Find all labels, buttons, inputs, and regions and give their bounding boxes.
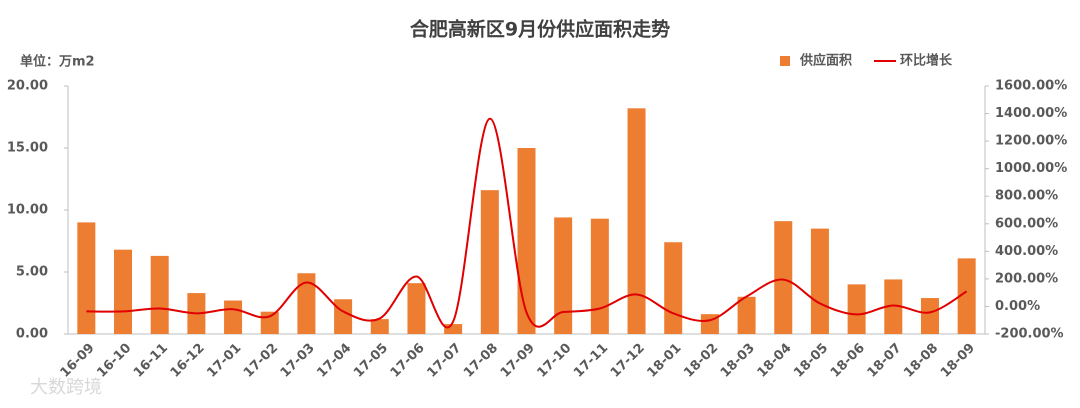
legend-label: 供应面积 xyxy=(799,53,852,69)
x-tick-label: 17-09 xyxy=(498,341,538,381)
y2-tick-label: 800.00% xyxy=(995,189,1058,204)
bar xyxy=(737,296,756,334)
y-tick-label: 0.00 xyxy=(16,327,48,342)
x-tick-label: 18-07 xyxy=(865,341,905,381)
bar xyxy=(664,242,683,334)
x-tick-label: 16-09 xyxy=(58,341,98,381)
bar xyxy=(114,249,133,334)
bar xyxy=(444,324,463,334)
x-tick-label: 16-12 xyxy=(168,341,208,381)
y2-tick-label: 1600.00% xyxy=(995,79,1067,94)
x-tick-label: 18-05 xyxy=(791,341,831,381)
x-tick-label: 17-06 xyxy=(388,341,428,381)
y-tick-label: 20.00 xyxy=(7,79,48,94)
y-tick-label: 5.00 xyxy=(16,265,48,280)
bar xyxy=(334,299,353,334)
x-tick-label: 17-04 xyxy=(314,341,354,381)
bar xyxy=(370,319,389,334)
bar xyxy=(810,228,829,334)
x-tick-label: 17-12 xyxy=(608,341,648,381)
bar xyxy=(407,283,426,334)
x-tick-label: 16-10 xyxy=(94,341,134,381)
x-tick-label: 17-03 xyxy=(278,341,318,381)
bar xyxy=(847,284,866,334)
line xyxy=(86,117,968,329)
x-tick-label: 18-03 xyxy=(718,341,758,381)
bar xyxy=(884,279,903,334)
bar xyxy=(517,148,536,334)
legend-label: 环比增长 xyxy=(900,53,953,69)
x-tick-label: 16-11 xyxy=(131,341,171,381)
bar xyxy=(920,298,939,334)
bar xyxy=(224,300,243,334)
x-tick-label: 18-09 xyxy=(938,341,978,381)
bar xyxy=(957,258,976,334)
y2-tick-label: 400.00% xyxy=(995,244,1058,259)
x-tick-label: 17-10 xyxy=(534,341,574,381)
x-tick-label: 18-06 xyxy=(828,341,868,381)
chart-title: 合肥高新区9月份供应面积走势 xyxy=(410,18,670,41)
y2-tick-label: 1000.00% xyxy=(995,161,1067,176)
y2-tick-label: -200.00% xyxy=(995,327,1064,342)
y-tick-label: 15.00 xyxy=(7,141,48,156)
bar xyxy=(77,222,96,334)
bar xyxy=(627,108,646,334)
bar xyxy=(297,273,316,334)
bar xyxy=(774,221,793,334)
y2-tick-label: 600.00% xyxy=(995,216,1058,231)
x-tick-label: 17-05 xyxy=(351,341,391,381)
watermark: 大数跨境 xyxy=(30,377,102,398)
x-tick-label: 18-01 xyxy=(645,341,685,381)
x-tick-label: 17-02 xyxy=(241,341,281,381)
legend-swatch xyxy=(780,56,790,66)
x-tick-label: 18-04 xyxy=(755,341,795,381)
y2-tick-label: 200.00% xyxy=(995,271,1058,286)
y2-tick-label: 1400.00% xyxy=(995,106,1067,121)
y-axis-label: 单位：万m2 xyxy=(20,54,95,70)
x-tick-label: 17-07 xyxy=(424,341,464,381)
x-tick-label: 17-01 xyxy=(204,341,244,381)
x-tick-label: 17-11 xyxy=(571,341,611,381)
x-tick-label: 18-02 xyxy=(681,341,721,381)
y2-tick-label: 1200.00% xyxy=(995,134,1067,149)
y-tick-label: 10.00 xyxy=(7,203,48,218)
bar xyxy=(150,255,169,334)
x-tick-label: 17-08 xyxy=(461,341,501,381)
x-tick-label: 18-08 xyxy=(901,341,941,381)
y2-tick-label: 0.00% xyxy=(995,299,1040,314)
bar xyxy=(554,217,573,334)
bar xyxy=(480,190,499,334)
bar xyxy=(260,311,279,334)
bar xyxy=(590,218,609,334)
